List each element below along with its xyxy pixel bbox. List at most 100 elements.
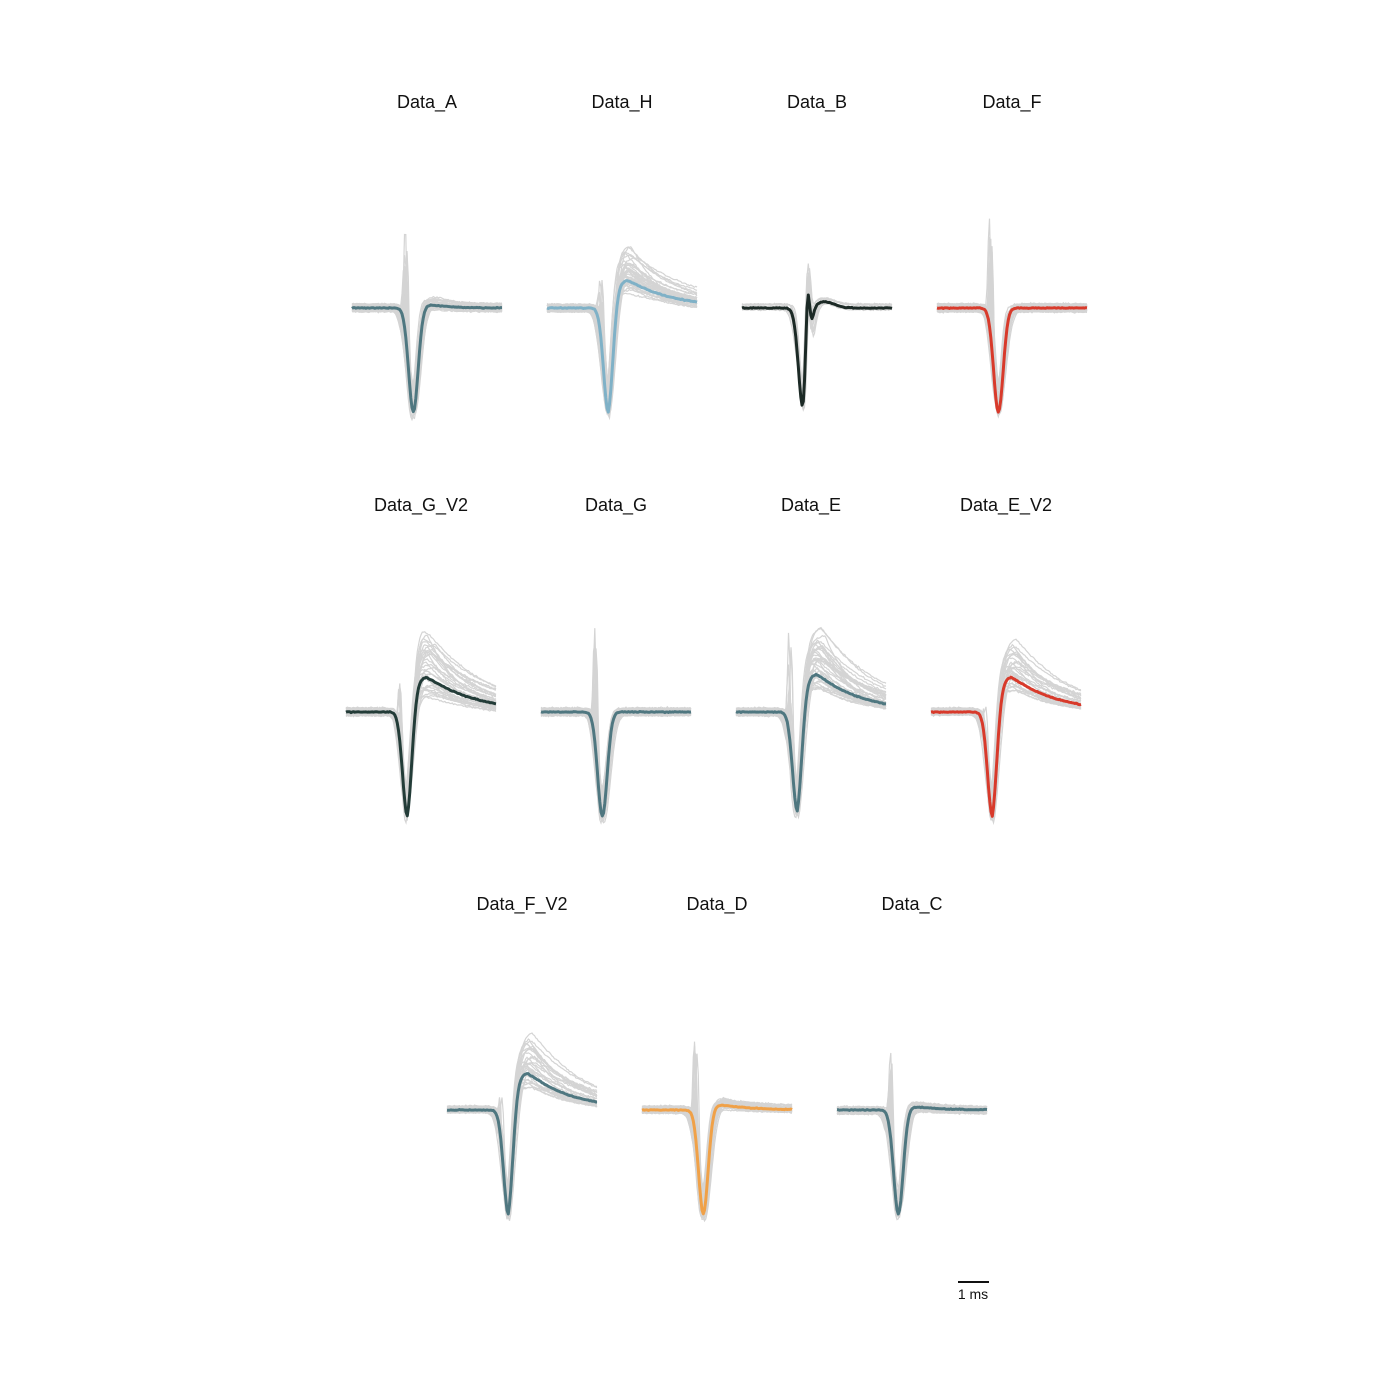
- individual-trace: [546, 246, 698, 403]
- individual-trace: [837, 1108, 988, 1213]
- panel-title: Data_H: [591, 92, 652, 113]
- individual-trace: [936, 303, 1088, 410]
- waveform-panel: Data_A: [351, 92, 503, 422]
- individual-trace: [836, 1063, 988, 1218]
- panel-title: Data_A: [397, 92, 457, 113]
- individual-trace: [741, 275, 893, 391]
- waveform-panel: Data_F_V2: [446, 894, 598, 1221]
- individual-trace: [641, 1060, 793, 1215]
- individual-trace: [936, 308, 1088, 394]
- individual-trace: [540, 711, 692, 810]
- individual-trace: [930, 689, 1082, 798]
- individual-trace: [930, 684, 1082, 821]
- individual-trace: [836, 1081, 988, 1218]
- individual-trace: [345, 658, 497, 799]
- individual-trace: [540, 683, 691, 803]
- individual-trace: [351, 267, 503, 394]
- individual-trace: [446, 1038, 598, 1194]
- individual-trace: [345, 675, 497, 805]
- individual-trace: [641, 1049, 793, 1220]
- individual-trace: [741, 280, 893, 389]
- mean-trace: [351, 303, 503, 414]
- individual-trace: [351, 250, 503, 406]
- individual-trace: [936, 271, 1088, 404]
- individual-trace: [936, 298, 1088, 397]
- waveform-panel: Data_D: [641, 894, 793, 1223]
- waveform-panel: Data_F: [936, 92, 1088, 419]
- panel-title: Data_G_V2: [374, 495, 468, 516]
- individual-trace: [641, 1090, 792, 1201]
- individual-trace: [351, 265, 503, 402]
- mean-trace: [641, 1103, 793, 1216]
- individual-trace: [546, 254, 698, 384]
- individual-trace: [741, 272, 893, 386]
- individual-trace: [735, 646, 887, 793]
- individual-trace: [735, 639, 887, 791]
- individual-trace: [546, 251, 698, 399]
- individual-trace: [930, 648, 1082, 814]
- individual-trace: [351, 301, 503, 415]
- individual-trace: [446, 1042, 597, 1220]
- mean-trace: [936, 306, 1088, 414]
- mean-trace: [546, 279, 698, 414]
- individual-trace: [836, 1077, 988, 1215]
- individual-trace: [351, 307, 503, 422]
- individual-trace: [735, 643, 887, 809]
- waveform-panel: Data_E: [735, 495, 887, 820]
- individual-trace: [836, 1070, 988, 1201]
- panel-title: Data_F_V2: [476, 894, 567, 915]
- panel-title: Data_F: [982, 92, 1041, 113]
- individual-trace: [351, 255, 503, 402]
- waveform-panel: Data_C: [836, 894, 988, 1221]
- individual-trace: [735, 680, 887, 813]
- panel-title: Data_B: [787, 92, 847, 113]
- individual-trace: [741, 263, 893, 383]
- panel-title: Data_E: [781, 495, 841, 516]
- individual-trace: [446, 1086, 598, 1195]
- individual-trace: [446, 1056, 598, 1202]
- individual-trace: [540, 648, 692, 814]
- individual-trace: [351, 276, 503, 410]
- waveform-panel: Data_G: [540, 495, 692, 825]
- individual-trace: [641, 1106, 793, 1222]
- individual-trace: [540, 684, 692, 794]
- individual-trace: [351, 276, 503, 395]
- scale-bar-label: 1 ms: [958, 1286, 988, 1302]
- mean-trace: [446, 1072, 598, 1216]
- individual-trace: [641, 1100, 793, 1223]
- individual-trace: [641, 1053, 793, 1213]
- individual-trace: [351, 266, 503, 405]
- individual-trace: [345, 648, 497, 813]
- individual-trace: [741, 296, 893, 402]
- individual-trace: [936, 251, 1088, 412]
- individual-trace: [936, 267, 1088, 400]
- individual-trace: [345, 672, 497, 801]
- mean-trace: [836, 1105, 988, 1216]
- mean-trace: [540, 710, 692, 818]
- individual-trace: [741, 281, 893, 391]
- individual-trace: [836, 1104, 987, 1201]
- mean-trace: [345, 675, 497, 818]
- individual-trace: [930, 651, 1082, 804]
- individual-trace: [936, 267, 1088, 415]
- individual-trace: [735, 688, 887, 793]
- individual-trace: [936, 280, 1088, 390]
- mean-trace: [735, 672, 887, 813]
- individual-trace: [735, 686, 887, 819]
- individual-trace: [540, 675, 692, 808]
- waveform-panel: Data_G_V2: [345, 495, 497, 825]
- panel-title: Data_G: [585, 495, 647, 516]
- waveform-panels: Data_A Data_H Data_B Data_F Data_G_V2 Data_G D…: [345, 92, 1088, 1223]
- waveform-panel: Data_B: [741, 92, 893, 412]
- individual-trace: [936, 280, 1088, 399]
- panel-title: Data_D: [686, 894, 747, 915]
- individual-trace: [741, 268, 893, 402]
- individual-trace: [346, 650, 497, 795]
- mean-trace: [930, 675, 1082, 818]
- individual-trace: [351, 308, 503, 413]
- waveform-panel: Data_E_V2: [930, 495, 1082, 826]
- individual-trace: [836, 1101, 988, 1196]
- mean-trace: [741, 293, 893, 407]
- scale-bar: 1 ms: [958, 1281, 989, 1302]
- individual-trace: [936, 246, 1088, 416]
